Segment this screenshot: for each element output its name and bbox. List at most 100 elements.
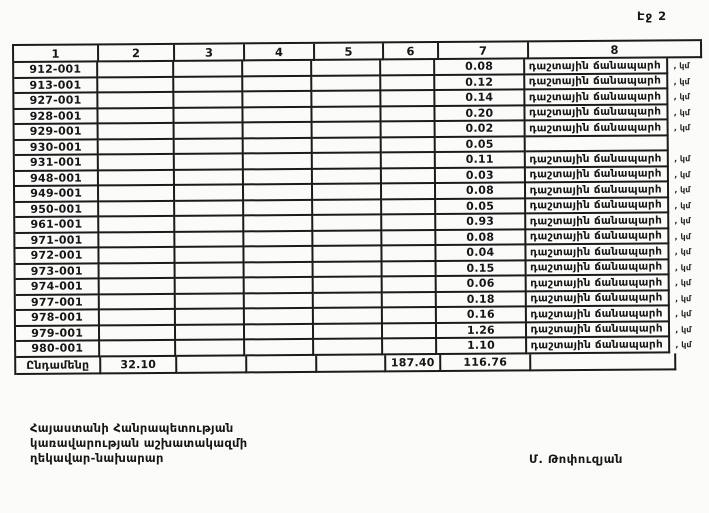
empty-cell [174,200,245,217]
empty-cell [99,170,175,187]
empty-cell [381,153,437,169]
value-cell: 0.05 [436,198,526,216]
empty-cell [312,91,382,108]
description-cell: դաշտային ճանապարհ [524,73,669,91]
empty-cell [381,122,436,138]
value-cell: 1.10 [437,338,527,355]
description-cell: դաշտային ճանապարհ [526,290,671,308]
empty-cell [98,92,175,109]
unit-label: , կմ [674,232,691,242]
code-cell: 978-001 [15,310,101,327]
empty-cell [244,277,315,294]
empty-cell [381,106,436,123]
column-header: 8 [529,41,703,60]
value-cell: 1.26 [437,322,527,340]
unit-label: , կմ [675,309,692,319]
total-value-cell: 116.76 [441,353,532,373]
value-cell: 0.08 [436,229,526,247]
total-value-cell: 187.40 [386,354,442,373]
column-header: 7 [439,42,530,61]
description-cell: դաշտային ճանապարհ [525,120,669,137]
empty-cell [381,75,436,92]
unit-label: , կմ [674,263,691,273]
empty-cell [317,354,387,373]
value-cell: 0.12 [435,74,525,92]
empty-cell [380,60,436,76]
column-header: 4 [245,43,316,62]
empty-cell [313,246,383,263]
code-cell: 931-001 [14,155,100,172]
code-cell: 929-001 [14,124,99,141]
total-row: Ընդամենը 32.10 187.40 116.76 [16,352,704,375]
empty-cell [100,309,176,326]
unit-label [669,136,703,152]
description-cell: դաշտային ճանապարհ [525,244,670,261]
empty-cell [174,138,244,155]
empty-cell [382,277,438,293]
empty-cell [243,91,313,108]
empty-cell [99,247,176,264]
empty-cell [382,292,438,309]
empty-cell [381,215,437,231]
empty-cell [382,339,438,355]
unit-label: , կմ [675,325,692,335]
empty-cell [174,123,244,140]
code-cell: 973-001 [15,263,100,280]
empty-cell [312,75,382,92]
empty-cell [382,308,438,324]
empty-cell [175,309,245,326]
page-label: Էջ 2 [637,9,668,23]
empty-cell [531,352,677,372]
empty-cell [244,200,314,217]
description-cell: դաշտային ճանապարհ [526,337,671,354]
org-line: Հայաստանի Հանրապետության [30,421,234,435]
unit-label: , կմ [674,154,691,164]
column-header: 1 [14,45,100,63]
table-body: 912-001 0.08 դաշտային ճանապարհ, կմ 913-001 0… [14,58,704,375]
unit-label: , կմ [674,201,691,211]
unit-label: , կմ [675,294,692,304]
empty-cell [382,261,437,278]
value-cell: 0.03 [436,167,526,185]
empty-cell [98,139,175,156]
empty-cell [98,108,175,125]
column-header: 6 [384,43,440,61]
code-cell: 928-001 [14,108,99,125]
empty-cell [173,61,244,78]
code-cell: 971-001 [15,232,100,249]
empty-cell [313,137,382,154]
empty-cell [100,294,176,311]
empty-cell [314,277,383,294]
code-cell: 979-001 [15,325,101,342]
code-cell: 930-001 [14,139,100,156]
code-cell: 948-001 [14,170,100,187]
empty-cell [244,308,315,325]
empty-cell [312,122,382,139]
total-value-cell: 32.10 [101,356,178,375]
empty-cell [381,184,437,200]
empty-cell [99,278,176,295]
empty-cell [243,107,313,124]
description-cell: դաշտային ճանապարհ [524,58,669,75]
unit-label: , կմ [675,340,692,350]
empty-cell [313,215,383,232]
unit-label: , կմ [673,123,691,133]
empty-cell [381,91,436,107]
empty-cell [98,61,174,78]
description-cell: դաշտային ճանապարհ [526,259,670,277]
empty-cell [244,215,314,232]
description-cell: դաշտային ճանապարհ [524,89,669,106]
empty-cell [313,168,382,185]
empty-cell [174,154,244,171]
empty-cell [314,292,383,309]
empty-cell [98,123,175,140]
footer-org: Հայաստանի Հանրապետության կառավարության ա… [30,421,247,466]
code-cell: 980-001 [16,341,101,358]
value-cell: 0.20 [435,105,526,123]
description-cell [525,135,670,153]
empty-cell [314,308,383,325]
description-cell: դաշտային ճանապարհ [525,197,670,215]
unit-label: , կմ [673,92,690,102]
empty-cell [381,137,437,154]
